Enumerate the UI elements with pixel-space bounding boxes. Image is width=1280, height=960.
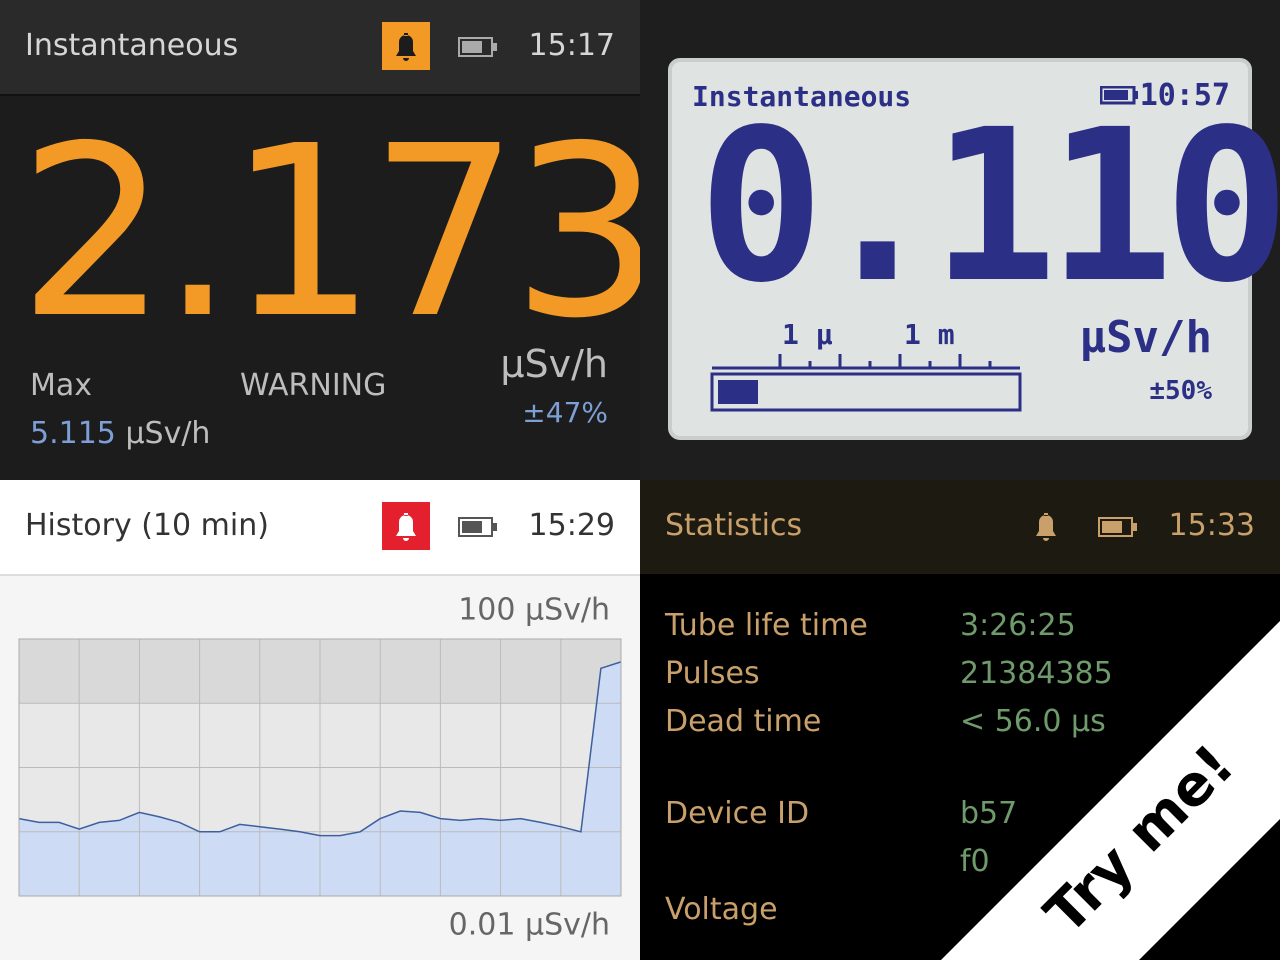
y-tick-label: 100 µSv/h <box>458 593 610 628</box>
max-label: Max <box>30 368 93 403</box>
lcd-value: 0.110 <box>698 84 1280 329</box>
lcd-unit: µSv/h <box>1079 312 1212 363</box>
alarm-icon[interactable] <box>1022 502 1070 550</box>
device-id: f0 <box>960 844 990 879</box>
area <box>19 661 621 896</box>
title: History (10 min) <box>25 508 269 543</box>
alarm-icon[interactable] <box>382 502 430 550</box>
instantaneous-panel: Instantaneous 15:17 2.173 Max 5.115 µSv/… <box>0 0 640 480</box>
plot-border <box>18 638 622 897</box>
stat-label: Tube life time <box>665 608 868 643</box>
history-chart: 0.01 µSv/h 100 µSv/h <box>18 593 622 943</box>
alarm-icon[interactable] <box>382 22 430 70</box>
stat-value: < 56.0 µs <box>960 704 1106 739</box>
lcd-scale-label: 1 m <box>904 318 955 351</box>
header: Statistics 15:33 <box>640 480 1280 574</box>
title: Instantaneous <box>25 28 239 63</box>
unit: µSv/h <box>500 342 608 386</box>
lcd-panel: Instantaneous 10:57 0.110 1 µ 1 m µSv/h … <box>640 0 1280 480</box>
banner-text[interactable]: Try me! <box>1032 732 1247 947</box>
stat-label: Pulses <box>665 656 760 691</box>
max-value: 5.115 <box>30 416 116 451</box>
uncertainty: ±47% <box>522 396 608 429</box>
max: 5.115 µSv/h <box>30 416 210 451</box>
header: Instantaneous 15:17 <box>0 0 640 96</box>
lcd-bar <box>710 354 1022 412</box>
lcd-scale-label: 1 µ <box>782 318 833 351</box>
lcd-battery <box>1100 86 1138 105</box>
clock: 15:33 <box>1168 508 1255 543</box>
stat-label: Voltage <box>665 892 778 927</box>
max-unit: µSv/h <box>125 416 211 451</box>
stat-label: Device ID <box>665 796 810 831</box>
lcd-title: Instantaneous <box>692 80 912 113</box>
dose-rate: 2.173 <box>18 95 640 370</box>
stat-value: 21384385 <box>960 656 1113 691</box>
lcd-uncertainty: ±50% <box>1149 376 1212 406</box>
clock: 15:17 <box>528 28 615 63</box>
battery-icon <box>1098 517 1137 537</box>
stat-value: 3:26:25 <box>960 608 1076 643</box>
lcd-screen: Instantaneous 10:57 0.110 1 µ 1 m µSv/h … <box>668 58 1280 440</box>
title: Statistics <box>665 508 803 543</box>
clock: 15:29 <box>528 508 615 543</box>
line <box>18 661 622 837</box>
stat-label: Dead time <box>665 704 822 739</box>
statistics-panel: Statistics 15:33 Tube life time 3:26:25 Pu… <box>640 480 1280 960</box>
history-panel: History (10 min) 15:29 0.01 µSv/h 100 µSv… <box>0 480 640 960</box>
y-tick-label: 0.01 µSv/h <box>449 908 610 943</box>
lcd-clock: 10:57 <box>1139 78 1230 113</box>
alert-level: WARNING <box>240 368 387 403</box>
battery-icon <box>458 517 497 537</box>
device-id: b57 <box>960 796 1018 831</box>
battery-icon <box>458 37 497 57</box>
header: History (10 min) 15:29 <box>0 480 640 576</box>
